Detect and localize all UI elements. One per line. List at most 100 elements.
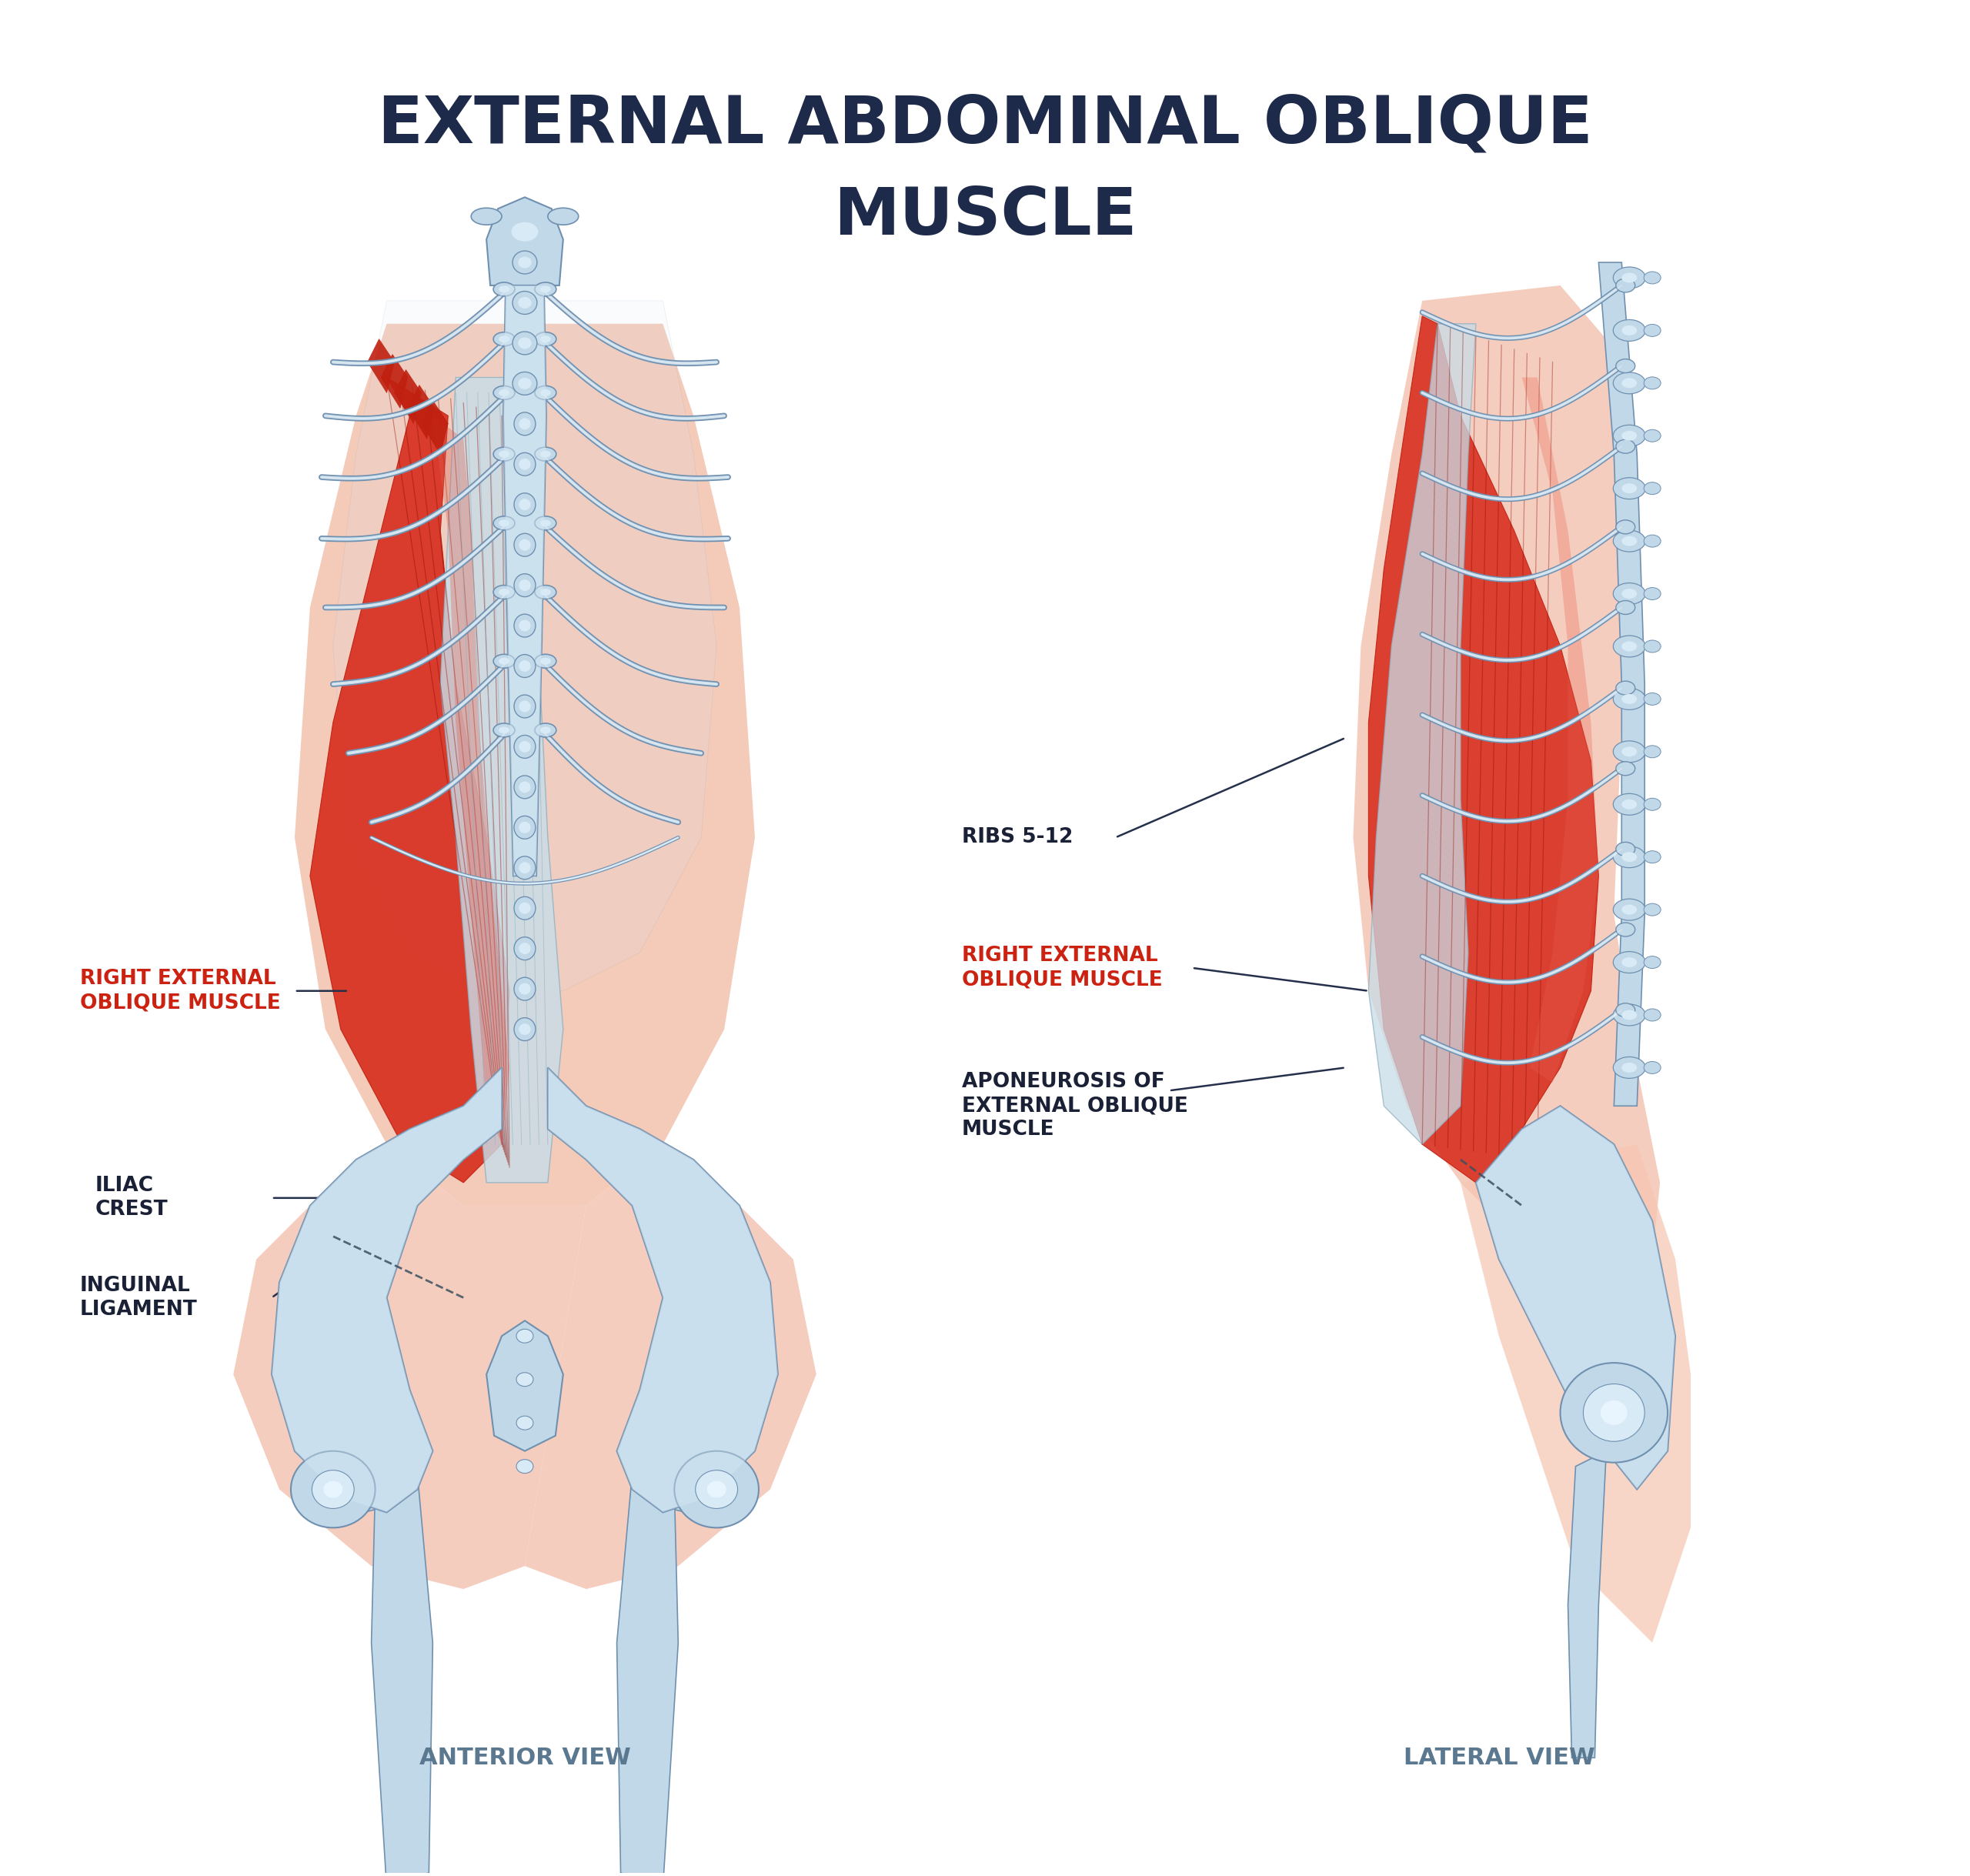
Polygon shape bbox=[487, 1321, 563, 1450]
Ellipse shape bbox=[518, 499, 530, 510]
Ellipse shape bbox=[1621, 272, 1637, 283]
Ellipse shape bbox=[1643, 535, 1661, 548]
Text: EXTERNAL ABDOMINAL OBLIQUE: EXTERNAL ABDOMINAL OBLIQUE bbox=[378, 92, 1592, 156]
Ellipse shape bbox=[1621, 642, 1637, 651]
Polygon shape bbox=[1476, 1107, 1674, 1490]
Polygon shape bbox=[333, 300, 717, 991]
Ellipse shape bbox=[518, 1024, 530, 1036]
Ellipse shape bbox=[498, 520, 510, 527]
Ellipse shape bbox=[1615, 842, 1635, 855]
Ellipse shape bbox=[518, 741, 530, 752]
Polygon shape bbox=[502, 285, 546, 876]
Ellipse shape bbox=[540, 658, 552, 664]
Ellipse shape bbox=[1613, 371, 1645, 394]
Polygon shape bbox=[1460, 1144, 1690, 1643]
Ellipse shape bbox=[1615, 358, 1635, 373]
Ellipse shape bbox=[518, 780, 530, 794]
Polygon shape bbox=[433, 416, 510, 1144]
Ellipse shape bbox=[534, 585, 556, 598]
Ellipse shape bbox=[1643, 272, 1661, 283]
Ellipse shape bbox=[1643, 325, 1661, 336]
Ellipse shape bbox=[1621, 325, 1637, 336]
Ellipse shape bbox=[518, 338, 532, 349]
Ellipse shape bbox=[518, 418, 530, 430]
Ellipse shape bbox=[1621, 431, 1637, 441]
Ellipse shape bbox=[514, 574, 536, 597]
Ellipse shape bbox=[498, 285, 510, 293]
Polygon shape bbox=[272, 1067, 502, 1512]
Ellipse shape bbox=[518, 983, 530, 994]
Ellipse shape bbox=[1615, 520, 1635, 535]
Ellipse shape bbox=[518, 822, 530, 833]
Ellipse shape bbox=[512, 371, 538, 396]
Ellipse shape bbox=[1613, 794, 1645, 814]
Ellipse shape bbox=[1615, 923, 1635, 936]
Ellipse shape bbox=[514, 936, 536, 961]
Polygon shape bbox=[408, 385, 435, 439]
Polygon shape bbox=[524, 1144, 816, 1589]
Ellipse shape bbox=[1613, 1056, 1645, 1079]
Polygon shape bbox=[1568, 1450, 1606, 1758]
Polygon shape bbox=[380, 355, 408, 409]
Ellipse shape bbox=[1643, 904, 1661, 915]
Ellipse shape bbox=[518, 944, 530, 955]
Polygon shape bbox=[1369, 315, 1598, 1182]
Ellipse shape bbox=[534, 446, 556, 461]
Ellipse shape bbox=[1613, 478, 1645, 499]
Ellipse shape bbox=[516, 1416, 534, 1430]
Ellipse shape bbox=[514, 775, 536, 799]
Polygon shape bbox=[548, 1067, 778, 1512]
Ellipse shape bbox=[514, 493, 536, 516]
Ellipse shape bbox=[518, 296, 532, 308]
Ellipse shape bbox=[1615, 278, 1635, 293]
Ellipse shape bbox=[514, 413, 536, 435]
Ellipse shape bbox=[1613, 636, 1645, 657]
Ellipse shape bbox=[292, 1450, 374, 1527]
Ellipse shape bbox=[1615, 439, 1635, 454]
Ellipse shape bbox=[518, 863, 530, 874]
Ellipse shape bbox=[492, 516, 514, 531]
Ellipse shape bbox=[540, 589, 552, 595]
Ellipse shape bbox=[1613, 1004, 1645, 1026]
Ellipse shape bbox=[1621, 589, 1637, 598]
Polygon shape bbox=[368, 340, 394, 392]
Text: MUSCLE: MUSCLE bbox=[833, 184, 1137, 248]
Ellipse shape bbox=[1600, 1399, 1627, 1426]
Polygon shape bbox=[548, 1067, 778, 1512]
Ellipse shape bbox=[514, 735, 536, 758]
Ellipse shape bbox=[498, 658, 510, 664]
Ellipse shape bbox=[514, 816, 536, 839]
Text: RIGHT EXTERNAL
OBLIQUE MUSCLE: RIGHT EXTERNAL OBLIQUE MUSCLE bbox=[961, 946, 1162, 991]
Ellipse shape bbox=[534, 283, 556, 296]
Ellipse shape bbox=[492, 585, 514, 598]
Ellipse shape bbox=[1621, 852, 1637, 861]
Ellipse shape bbox=[498, 390, 510, 396]
Ellipse shape bbox=[534, 386, 556, 400]
Ellipse shape bbox=[1643, 957, 1661, 968]
Polygon shape bbox=[422, 400, 447, 454]
Ellipse shape bbox=[514, 452, 536, 477]
Ellipse shape bbox=[1643, 692, 1661, 705]
Ellipse shape bbox=[492, 386, 514, 400]
Ellipse shape bbox=[498, 336, 510, 343]
Ellipse shape bbox=[492, 332, 514, 345]
Ellipse shape bbox=[695, 1471, 737, 1508]
Ellipse shape bbox=[518, 458, 530, 471]
Ellipse shape bbox=[492, 655, 514, 668]
Text: ILIAC
CREST: ILIAC CREST bbox=[95, 1176, 167, 1219]
Ellipse shape bbox=[1621, 1009, 1637, 1021]
Polygon shape bbox=[502, 285, 546, 876]
Ellipse shape bbox=[471, 208, 502, 225]
Ellipse shape bbox=[518, 377, 532, 388]
Polygon shape bbox=[372, 1475, 433, 1876]
Ellipse shape bbox=[1613, 266, 1645, 289]
Ellipse shape bbox=[514, 1019, 536, 1041]
Polygon shape bbox=[617, 1475, 678, 1876]
Text: RIGHT EXTERNAL
OBLIQUE MUSCLE: RIGHT EXTERNAL OBLIQUE MUSCLE bbox=[81, 970, 280, 1013]
Ellipse shape bbox=[1613, 741, 1645, 762]
Ellipse shape bbox=[540, 726, 552, 734]
Ellipse shape bbox=[1613, 951, 1645, 974]
Ellipse shape bbox=[1643, 852, 1661, 863]
Ellipse shape bbox=[1613, 583, 1645, 604]
Ellipse shape bbox=[1615, 762, 1635, 775]
